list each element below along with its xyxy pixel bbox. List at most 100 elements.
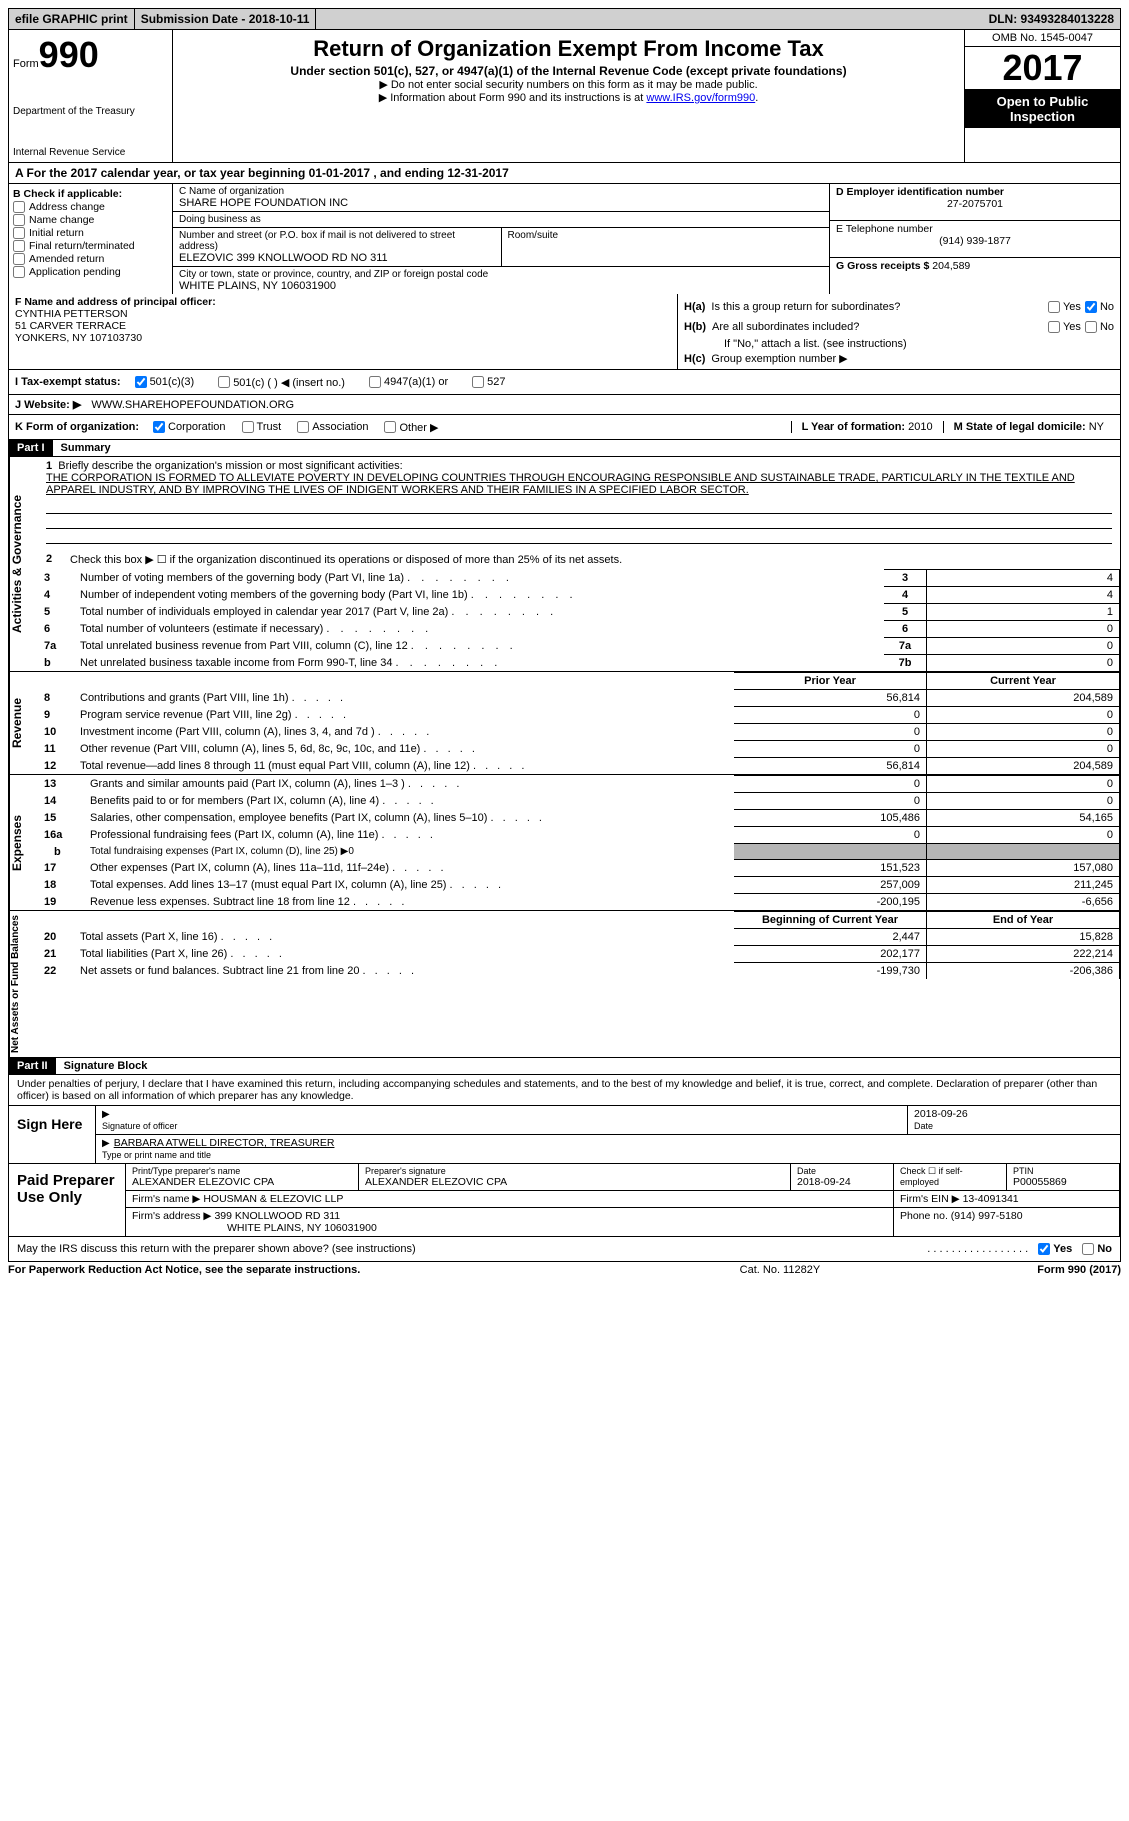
revenue-section: Revenue Prior Year Current Year 8 Contri… [8, 672, 1121, 775]
blank-line [46, 499, 1112, 514]
application-pending-checkbox[interactable] [13, 266, 25, 278]
table-row: 8 Contributions and grants (Part VIII, l… [38, 690, 1120, 707]
table-row: 7a Total unrelated business revenue from… [38, 638, 1120, 655]
section-k-org-form: K Form of organization: Corporation Trus… [8, 415, 1121, 440]
cat-number: Cat. No. 11282Y [523, 1264, 1038, 1276]
table-row: 18 Total expenses. Add lines 13–17 (must… [38, 877, 1120, 894]
form-subtitle: Under section 501(c), 527, or 4947(a)(1)… [183, 64, 954, 78]
self-employed-check: Check ☐ if self-employed [900, 1166, 1000, 1187]
4947-checkbox[interactable] [369, 376, 381, 388]
address-change-checkbox[interactable] [13, 201, 25, 213]
table-row: 5 Total number of individuals employed i… [38, 604, 1120, 621]
year-box: OMB No. 1545-0047 2017 Open to PublicIns… [964, 30, 1120, 162]
table-row: 3 Number of voting members of the govern… [38, 570, 1120, 587]
table-row: 20 Total assets (Part X, line 16) . . . … [38, 929, 1120, 946]
501c3-checkbox[interactable] [135, 376, 147, 388]
officer-addr1: 51 CARVER TERRACE [15, 320, 671, 332]
part-i-header: Part I Summary [8, 440, 1121, 457]
table-row: b Net unrelated business taxable income … [38, 655, 1120, 672]
top-bar: efile GRAPHIC print Submission Date - 20… [8, 8, 1121, 30]
form-number: 990 [39, 34, 99, 75]
street-label: Number and street (or P.O. box if mail i… [179, 230, 495, 252]
firm-phone: (914) 997-5180 [951, 1210, 1023, 1222]
irs-discuss-no-checkbox[interactable] [1082, 1243, 1094, 1255]
page-footer: For Paperwork Reduction Act Notice, see … [8, 1262, 1121, 1278]
blank-line [46, 529, 1112, 544]
section-i-tax-status: I Tax-exempt status: 501(c)(3) 501(c) ( … [8, 370, 1121, 395]
efile-button[interactable]: efile GRAPHIC print [9, 9, 135, 29]
org-name-label: C Name of organization [179, 186, 823, 197]
ha-yes-checkbox[interactable] [1048, 301, 1060, 313]
final-return-checkbox[interactable] [13, 240, 25, 252]
phone-label: E Telephone number [836, 223, 1114, 235]
preparer-block: Paid Preparer Use Only Print/Type prepar… [8, 1164, 1121, 1237]
table-row: 22 Net assets or fund balances. Subtract… [38, 963, 1120, 980]
signature-block: Under penalties of perjury, I declare th… [8, 1075, 1121, 1164]
omb-number: OMB No. 1545-0047 [965, 30, 1120, 47]
city-label: City or town, state or province, country… [179, 269, 823, 280]
hb-yes-checkbox[interactable] [1048, 321, 1060, 333]
governance-table: 3 Number of voting members of the govern… [38, 569, 1120, 671]
officer-group-row: F Name and address of principal officer:… [8, 294, 1121, 370]
association-checkbox[interactable] [297, 421, 309, 433]
initial-return-checkbox[interactable] [13, 227, 25, 239]
officer-name-title: BARBARA ATWELL DIRECTOR, TREASURER [114, 1137, 335, 1149]
expenses-section: Expenses 13 Grants and similar amounts p… [8, 775, 1121, 911]
paid-preparer-label: Paid Preparer Use Only [9, 1164, 126, 1236]
dln: DLN: 93493284013228 [983, 9, 1120, 29]
ein-value: 27-2075701 [836, 198, 1114, 210]
form-header: Form990 Department of the Treasury Inter… [8, 30, 1121, 163]
activities-tab: Activities & Governance [9, 457, 38, 671]
table-row: 6 Total number of volunteers (estimate i… [38, 621, 1120, 638]
section-j-website: J Website: ▶ WWW.SHAREHOPEFOUNDATION.ORG [8, 395, 1121, 415]
perjury-declaration: Under penalties of perjury, I declare th… [9, 1075, 1120, 1105]
state-domicile: NY [1089, 421, 1104, 433]
city-value: WHITE PLAINS, NY 106031900 [179, 280, 823, 292]
ha-no-checkbox[interactable] [1085, 301, 1097, 313]
section-b-header: B Check if applicable: [13, 188, 168, 200]
website-value: WWW.SHAREHOPEFOUNDATION.ORG [91, 399, 294, 411]
table-row: b Total fundraising expenses (Part IX, c… [38, 844, 1120, 860]
table-row: 13 Grants and similar amounts paid (Part… [38, 776, 1120, 793]
info-link-line: ▶ Information about Form 990 and its ins… [183, 91, 954, 104]
revenue-table: Prior Year Current Year 8 Contributions … [38, 672, 1120, 774]
table-row: 14 Benefits paid to or for members (Part… [38, 793, 1120, 810]
irs-discuss-yes-checkbox[interactable] [1038, 1243, 1050, 1255]
form-title: Return of Organization Exempt From Incom… [183, 36, 954, 62]
preparer-name: ALEXANDER ELEZOVIC CPA [132, 1176, 352, 1188]
name-change-checkbox[interactable] [13, 214, 25, 226]
signature-officer-label: Signature of officer [102, 1121, 177, 1131]
trust-checkbox[interactable] [242, 421, 254, 433]
tax-year: 2017 [965, 47, 1120, 90]
dba-label: Doing business as [179, 214, 823, 225]
signature-date: 2018-09-26 [914, 1108, 968, 1120]
revenue-tab: Revenue [9, 672, 38, 774]
irs-link[interactable]: www.IRS.gov/form990 [646, 92, 755, 104]
discontinue-checkbox-text: Check this box ▶ ☐ if the organization d… [70, 553, 1112, 566]
form-identifier: Form990 Department of the Treasury Inter… [9, 30, 173, 162]
open-to-public: Open to PublicInspection [965, 90, 1120, 128]
preparer-date: 2018-09-24 [797, 1176, 887, 1188]
table-row: 10 Investment income (Part VIII, column … [38, 724, 1120, 741]
corporation-checkbox[interactable] [153, 421, 165, 433]
officer-addr2: YONKERS, NY 107103730 [15, 332, 671, 344]
form-title-box: Return of Organization Exempt From Incom… [173, 30, 964, 162]
table-row: 21 Total liabilities (Part X, line 26) .… [38, 946, 1120, 963]
section-b-checkboxes: B Check if applicable: Address change Na… [9, 184, 173, 294]
room-label: Room/suite [508, 230, 824, 241]
dept-irs: Internal Revenue Service [13, 147, 168, 158]
mission-block: 1 Briefly describe the organization's mi… [38, 457, 1120, 499]
ptin-value: P00055869 [1013, 1176, 1113, 1188]
amended-return-checkbox[interactable] [13, 253, 25, 265]
org-name: SHARE HOPE FOUNDATION INC [179, 197, 823, 209]
other-checkbox[interactable] [384, 421, 396, 433]
hb-no-checkbox[interactable] [1085, 321, 1097, 333]
mission-text: THE CORPORATION IS FORMED TO ALLEVIATE P… [46, 472, 1075, 496]
street-value: ELEZOVIC 399 KNOLLWOOD RD NO 311 [179, 252, 495, 264]
year-formation: 2010 [908, 421, 932, 433]
527-checkbox[interactable] [472, 376, 484, 388]
firm-addr2: WHITE PLAINS, NY 106031900 [132, 1222, 377, 1234]
501c-checkbox[interactable] [218, 376, 230, 388]
form-footer-id: Form 990 (2017) [1037, 1264, 1121, 1276]
section-d-contact: D Employer identification number 27-2075… [829, 184, 1120, 294]
